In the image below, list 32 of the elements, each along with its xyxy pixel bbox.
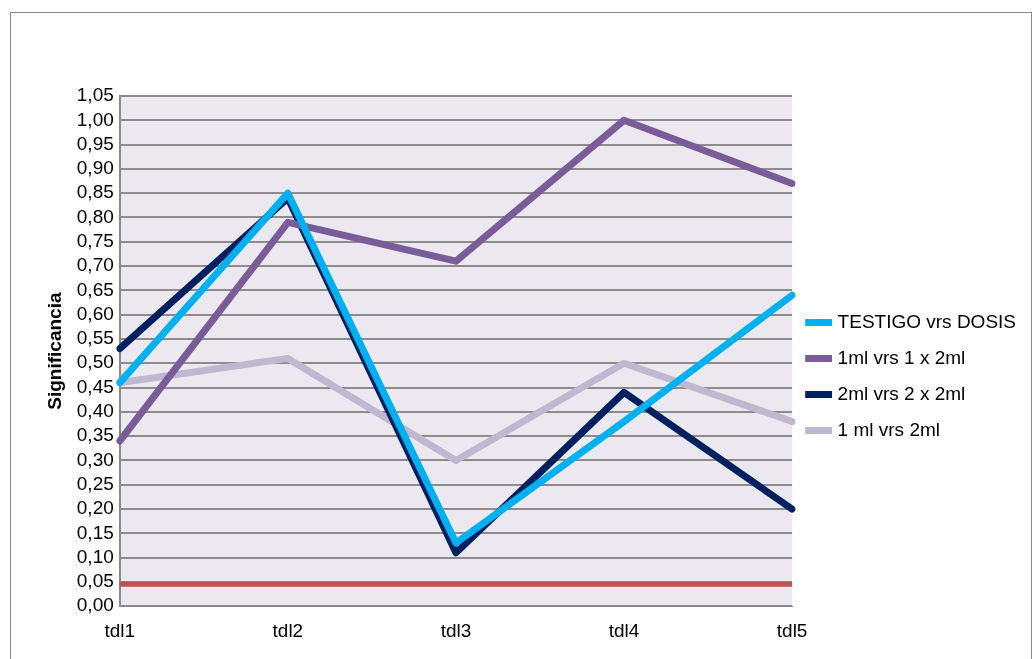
legend-label: 1 ml vrs 2ml	[837, 418, 940, 440]
y-tick-label: 0,65	[76, 278, 114, 300]
y-tick-label: 0,30	[76, 448, 114, 470]
y-tick-label: 0,10	[76, 545, 114, 567]
y-tick-label: 0,55	[76, 327, 114, 349]
y-tick-label: 0,15	[76, 521, 114, 543]
y-tick-label: 0,95	[76, 132, 114, 154]
y-tick-label: 0,45	[76, 375, 114, 397]
y-tick-label: 0,05	[76, 570, 114, 592]
y-tick-label: 0,50	[76, 351, 114, 373]
x-tick-label: tdl4	[608, 619, 640, 641]
y-tick-label: 0,80	[76, 205, 114, 227]
y-tick-label: 0,60	[76, 302, 114, 324]
x-tick-label: tdl1	[104, 619, 136, 641]
x-tick-label: tdl3	[440, 619, 472, 641]
y-tick-label: 0,25	[76, 472, 114, 494]
y-tick-label: 0,85	[76, 181, 114, 203]
y-tick-label: 0,90	[76, 157, 114, 179]
legend-label: 1ml vrs 1 x 2ml	[837, 346, 966, 368]
x-tick-label: tdl5	[776, 619, 808, 641]
y-tick-label: 1,05	[76, 84, 114, 106]
x-tick-label: tdl2	[272, 619, 304, 641]
legend-label: TESTIGO vrs DOSIS	[837, 310, 1016, 332]
y-tick-label: 0,70	[76, 254, 114, 276]
y-tick-label: 0,35	[76, 424, 114, 446]
y-axis-title: Significancia	[43, 292, 65, 410]
y-tick-label: 0,75	[76, 230, 114, 252]
y-tick-label: 0,20	[76, 497, 114, 519]
y-tick-label: 0,40	[76, 400, 114, 422]
y-tick-label: 1,00	[76, 108, 114, 130]
y-tick-label: 0,00	[76, 594, 114, 616]
legend-label: 2ml vrs 2 x 2ml	[837, 382, 966, 404]
